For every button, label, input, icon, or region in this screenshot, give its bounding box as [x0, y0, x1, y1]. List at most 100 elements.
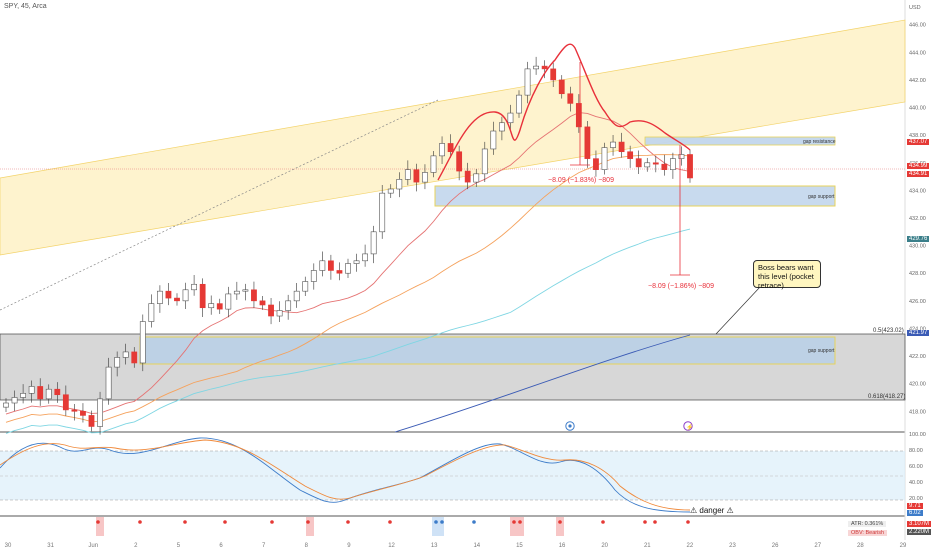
x-tick-label: 29: [900, 543, 907, 549]
gap-support-upper-label: gap support: [808, 194, 835, 200]
candle: [404, 169, 411, 180]
x-tick-label: Jun: [88, 543, 98, 549]
candle: [345, 263, 351, 274]
atr-readout: ATR: 0.361%: [848, 521, 887, 527]
candle: [45, 388, 52, 400]
y-axis-unit: USD: [909, 5, 921, 11]
gap-support-upper-zone: [434, 185, 836, 207]
candle: [276, 310, 283, 317]
candle: [327, 260, 334, 271]
x-tick-label: 31: [47, 543, 54, 549]
y-tick-label: 432.00: [909, 216, 926, 222]
candle: [293, 290, 300, 302]
candle: [302, 281, 309, 292]
candle: [507, 112, 514, 124]
candle: [439, 143, 445, 157]
candle: [550, 68, 557, 81]
candle: [233, 290, 240, 295]
candle: [131, 351, 138, 364]
ma-slow-line: [5, 228, 691, 434]
candle: [216, 303, 223, 310]
candle: [362, 253, 368, 262]
x-tick-label: 13: [431, 543, 438, 549]
annotation-callout[interactable]: Boss bears want this level (pocket retra…: [753, 260, 821, 290]
x-tick-label: 6: [219, 543, 223, 549]
signal-dot: [653, 520, 657, 524]
x-tick-label: 21: [644, 543, 651, 549]
osc-tick-label: 80.00: [909, 448, 923, 454]
y-tick-label: 418.00: [909, 409, 926, 415]
candle: [593, 158, 599, 170]
candle: [225, 293, 232, 310]
candle: [114, 357, 121, 368]
x-tick-label: 27: [814, 543, 821, 549]
signal-dot: [183, 520, 187, 524]
signal-dot: [686, 520, 690, 524]
signal-dot: [434, 520, 438, 524]
ind-tag-1: 3.107M: [907, 521, 932, 527]
candle: [139, 321, 146, 364]
candle: [533, 65, 539, 70]
y-tick-label: 430.00: [909, 244, 926, 250]
candle: [122, 351, 129, 358]
price-tag-level: 421.97: [907, 330, 930, 336]
candle: [644, 162, 651, 168]
candle: [430, 155, 437, 173]
candle: [199, 283, 206, 309]
x-tick-label: 15: [516, 543, 523, 549]
event-marker-2[interactable]: ⚡: [683, 421, 694, 431]
candle: [105, 366, 112, 400]
signal-dot: [388, 520, 392, 524]
signal-bar: [96, 517, 104, 536]
osc-tick-label: 40.00: [909, 480, 923, 486]
x-tick-label: 23: [729, 543, 736, 549]
candle: [80, 410, 86, 416]
price-tag-current2: 434.91: [907, 171, 930, 177]
candle: [652, 162, 659, 165]
x-tick-label: 16: [559, 543, 566, 549]
ma-mid-line: [5, 154, 691, 423]
svg-text:⚡: ⚡: [686, 423, 693, 431]
candle: [285, 300, 292, 311]
signal-bar: [432, 517, 444, 536]
y-tick-label: 424.00: [909, 326, 926, 332]
x-tick-label: 8: [305, 543, 309, 549]
ind-tag-2: 2.220M: [907, 529, 932, 535]
osc-tick-label: 100.00: [909, 432, 926, 438]
x-tick-label: 28: [857, 543, 864, 549]
x-tick-label: 7: [262, 543, 266, 549]
x-tick-label: 2: [134, 543, 138, 549]
candle: [678, 154, 685, 159]
y-tick-label: 446.00: [909, 23, 926, 29]
candle: [310, 270, 317, 282]
candle: [242, 289, 249, 292]
signal-dot: [223, 520, 227, 524]
candle: [447, 143, 454, 153]
event-marker-1[interactable]: [565, 421, 575, 431]
y-tick-label: 420.00: [909, 382, 926, 388]
y-tick-label: 428.00: [909, 271, 926, 277]
candle: [387, 188, 394, 194]
signal-bar: [510, 517, 524, 536]
pattern-curve: [437, 43, 691, 181]
candle: [413, 169, 420, 183]
candle: [20, 393, 26, 398]
price-tag-current: 434.99: [907, 163, 930, 169]
candle: [37, 386, 44, 400]
osc-tick-label: 20.00: [909, 496, 923, 502]
signal-dot: [440, 520, 444, 524]
candle: [28, 386, 35, 394]
candle: [610, 141, 616, 148]
candle: [62, 394, 69, 411]
candle: [191, 283, 197, 291]
candle: [11, 397, 18, 404]
fib-05-label: 0.5(423.02): [873, 328, 904, 334]
signal-dot: [472, 520, 476, 524]
x-tick-label: 22: [687, 543, 694, 549]
candle: [208, 303, 215, 309]
x-tick-label: 14: [473, 543, 480, 549]
candle: [498, 122, 505, 132]
measure-1-label: −8.09 (−1.83%) −809: [548, 177, 614, 184]
y-tick-label: 426.00: [909, 299, 926, 305]
